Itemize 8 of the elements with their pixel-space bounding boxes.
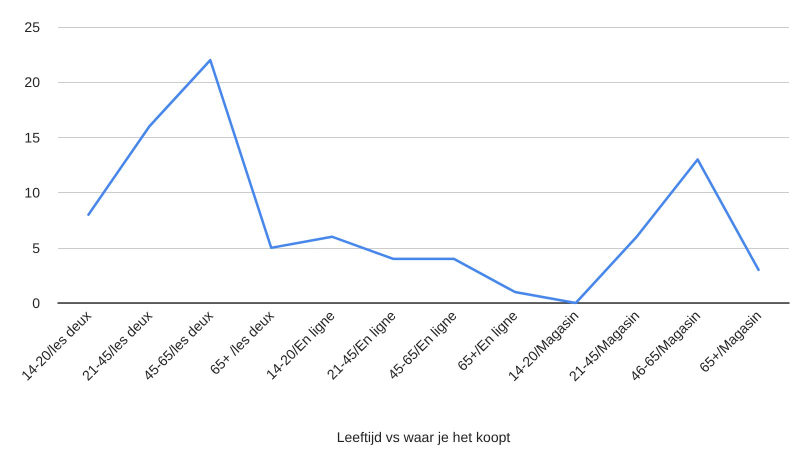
line-series bbox=[87, 58, 760, 304]
y-tick-label: 25 bbox=[24, 19, 40, 35]
y-tick-label: 20 bbox=[24, 74, 40, 90]
x-axis-title: Leeftijd vs waar je het koopt bbox=[336, 429, 510, 445]
y-tick-label: 15 bbox=[24, 129, 40, 146]
y-tick-label: 0 bbox=[32, 295, 40, 311]
y-tick-label: 5 bbox=[32, 240, 40, 256]
y-tick-label: 10 bbox=[24, 184, 40, 201]
